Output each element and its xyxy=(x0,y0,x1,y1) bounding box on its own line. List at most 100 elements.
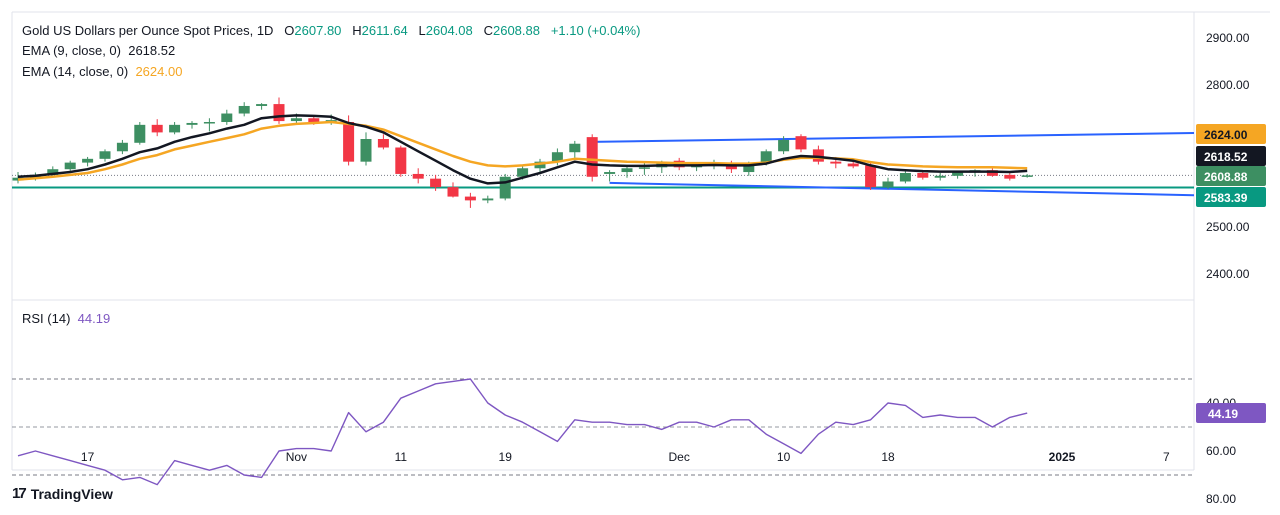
candle-body xyxy=(203,122,215,124)
rsi-legend[interactable]: RSI (14) 44.19 xyxy=(22,311,110,326)
price-tick-label: 2900.00 xyxy=(1206,31,1250,45)
ema14-value: 2624.00 xyxy=(135,64,183,79)
candle-body xyxy=(412,173,424,179)
candle-body xyxy=(899,172,911,182)
tradingview-logo[interactable]: 17 TradingView xyxy=(12,485,113,502)
rsi-tick-label: 60.00 xyxy=(1206,444,1236,458)
candle-body xyxy=(847,163,859,167)
candle-body xyxy=(64,162,76,170)
candle-body xyxy=(569,143,581,153)
candle-body xyxy=(238,105,250,114)
ema14-price-label-bg xyxy=(1196,124,1266,144)
time-tick-label: Dec xyxy=(669,450,690,464)
tradingview-icon: 17 xyxy=(12,485,27,502)
chart-grid xyxy=(11,11,1270,471)
time-tick-label: 17 xyxy=(81,450,95,464)
candle-body xyxy=(865,165,877,188)
ema14-line xyxy=(17,120,1028,181)
high-label: H xyxy=(352,23,362,38)
ema9-price-label: 2618.52 xyxy=(1204,150,1248,164)
ema-lines xyxy=(17,114,1028,185)
time-tick-label: Nov xyxy=(286,450,307,464)
candle-body xyxy=(917,172,929,178)
candle-body xyxy=(221,113,233,123)
candle-body xyxy=(99,151,111,159)
candle-body xyxy=(882,181,894,188)
candle-body xyxy=(395,147,407,174)
trend-line-lower xyxy=(609,181,1195,197)
candle-body xyxy=(290,118,302,122)
last-price-label: 2608.88 xyxy=(1204,170,1248,184)
time-tick-label: 11 xyxy=(395,450,408,464)
price-tick-label: 2500.00 xyxy=(1206,220,1250,234)
ema9-label: EMA (9, close, 0) xyxy=(22,43,121,58)
candle-body xyxy=(256,104,268,106)
candle-body xyxy=(308,118,320,123)
rsi-last-label-bg xyxy=(1196,403,1266,424)
candle-body xyxy=(447,187,459,197)
candle-body xyxy=(360,139,372,162)
ema14-legend[interactable]: EMA (14, close, 0) 2624.00 xyxy=(22,64,182,79)
rsi-line xyxy=(17,378,1028,486)
symbol-title: Gold US Dollars per Ounce Spot Prices, 1… xyxy=(22,23,274,38)
rsi-tick-label: 80.00 xyxy=(1206,492,1236,506)
candle-body xyxy=(830,161,842,164)
ema9-line xyxy=(17,114,1028,185)
candle-body xyxy=(986,170,998,176)
candle-body xyxy=(134,124,146,143)
candle-body xyxy=(464,196,476,201)
low-value: 2604.08 xyxy=(425,23,473,38)
candle-body xyxy=(82,158,94,163)
candle-body xyxy=(430,178,442,188)
candle-body xyxy=(1004,174,1016,179)
candle-body xyxy=(934,175,946,178)
ema9-legend[interactable]: EMA (9, close, 0) 2618.52 xyxy=(22,43,175,58)
time-tick-label: 2025 xyxy=(1049,450,1076,464)
time-tick-label: 19 xyxy=(499,450,513,464)
candle-body xyxy=(499,176,511,199)
rsi-value: 44.19 xyxy=(77,311,111,326)
candle-body xyxy=(534,161,546,169)
rsi-last-label: 44.19 xyxy=(1208,407,1238,421)
rsi-label: RSI (14) xyxy=(22,311,71,326)
candle-body xyxy=(1021,175,1033,177)
candle-body xyxy=(169,124,181,133)
trend-line-upper xyxy=(592,132,1195,143)
time-tick-label: 18 xyxy=(881,450,895,464)
high-value: 2611.64 xyxy=(361,23,408,38)
ema9-price-label-bg xyxy=(1196,146,1266,166)
price-tick-label: 2800.00 xyxy=(1206,78,1250,92)
candle-body xyxy=(47,169,59,175)
rsi-band xyxy=(12,378,1194,476)
candle-body xyxy=(377,139,389,148)
ema14-label: EMA (14, close, 0) xyxy=(22,64,129,79)
price-tick-label: 2400.00 xyxy=(1206,267,1250,281)
candle-body xyxy=(273,104,285,122)
candle-body xyxy=(116,142,128,152)
support-price-label: 2583.39 xyxy=(1204,191,1248,205)
candle-body xyxy=(604,172,616,174)
ema9-value: 2618.52 xyxy=(128,43,176,58)
candle-body xyxy=(151,124,163,133)
change-value: +1.10 (+0.04%) xyxy=(550,23,641,38)
chart-header: Gold US Dollars per Ounce Spot Prices, 1… xyxy=(22,23,640,38)
candle-body xyxy=(812,149,824,162)
candle-body xyxy=(795,136,807,150)
ema14-price-label: 2624.00 xyxy=(1204,128,1248,142)
axes: 2900.002800.002700.002600.002500.002400.… xyxy=(81,31,1266,506)
candle-body xyxy=(621,168,633,173)
brand-name: TradingView xyxy=(30,485,113,502)
support-price-label-bg xyxy=(1196,187,1266,207)
time-tick-label: 7 xyxy=(1163,450,1170,464)
candles xyxy=(12,97,1033,208)
close-label: C xyxy=(483,23,493,38)
open-label: O xyxy=(284,23,295,38)
candle-body xyxy=(952,172,964,176)
open-value: 2607.80 xyxy=(294,23,342,38)
candle-body xyxy=(551,152,563,162)
candle-body xyxy=(186,122,198,125)
candle-body xyxy=(343,122,355,162)
time-tick-label: 10 xyxy=(777,450,791,464)
candle-body xyxy=(517,168,529,177)
